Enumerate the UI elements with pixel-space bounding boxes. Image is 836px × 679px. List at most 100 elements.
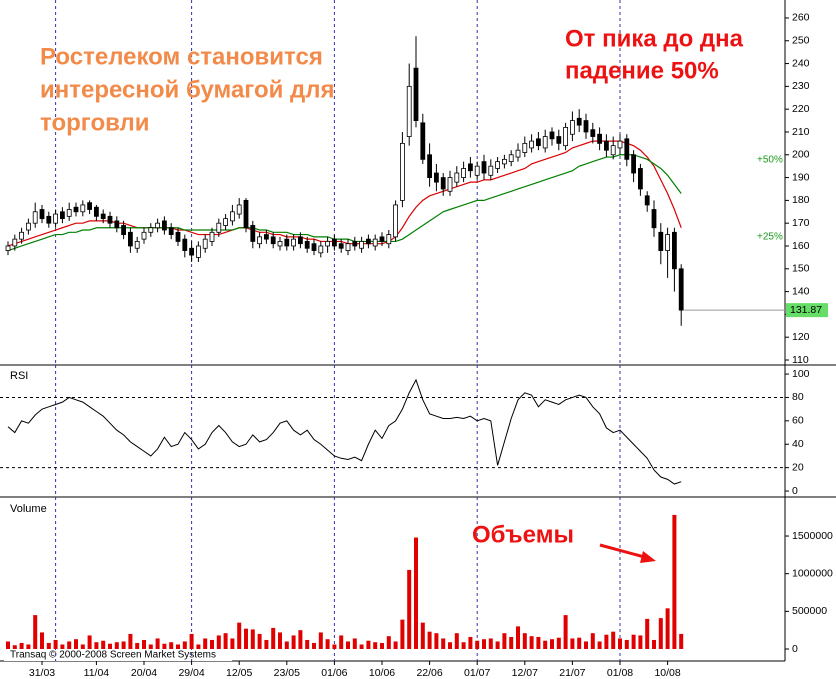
candle-body xyxy=(284,238,290,247)
volume-bar xyxy=(352,638,357,649)
candle-body xyxy=(556,136,562,144)
volume-bar xyxy=(624,639,629,649)
y-tick-label: 110 xyxy=(792,354,809,366)
volume-bar xyxy=(461,642,466,649)
candle-body xyxy=(597,133,602,144)
volume-bar xyxy=(6,641,10,649)
candle-body xyxy=(195,245,201,258)
volume-bar xyxy=(556,637,561,649)
candle-body xyxy=(433,172,439,183)
candle-body xyxy=(236,204,242,215)
candle-body xyxy=(338,243,344,249)
candle-body xyxy=(610,145,616,156)
candle-body xyxy=(168,227,174,235)
candle-body xyxy=(325,241,331,247)
volume-bar xyxy=(366,640,371,649)
volume-bar xyxy=(434,633,439,649)
volume-bar xyxy=(339,635,344,649)
y-tick-label: 100 xyxy=(792,368,810,380)
candle-body xyxy=(488,165,494,176)
candle-body xyxy=(161,220,167,231)
candle-body xyxy=(229,211,235,222)
candle-body xyxy=(297,236,303,245)
volume-bar xyxy=(230,638,235,649)
volume-bar xyxy=(101,640,106,649)
volume-bar xyxy=(563,615,568,649)
candle-body xyxy=(209,231,215,242)
candle-body xyxy=(250,225,256,242)
candle-body xyxy=(427,154,433,178)
candle-body xyxy=(447,177,453,192)
candle-body xyxy=(549,131,555,140)
candle-body xyxy=(127,231,133,247)
volume-bar xyxy=(420,622,425,649)
candle-body xyxy=(638,168,643,190)
volume-bar xyxy=(244,628,248,649)
volume-bar xyxy=(488,638,493,649)
y-tick-label: 0 xyxy=(792,643,798,655)
volume-bar xyxy=(121,641,126,649)
volume-bar xyxy=(176,644,180,649)
rsi-label: RSI xyxy=(10,370,28,382)
volume-bar xyxy=(414,537,418,649)
candle-body xyxy=(536,138,541,147)
candle-body xyxy=(563,127,568,147)
last-price-box xyxy=(786,303,828,318)
volume-bar xyxy=(502,633,507,649)
candle-body xyxy=(440,177,446,190)
candle-body xyxy=(604,140,609,151)
volume-bar xyxy=(468,636,473,649)
y-tick-label: 200 xyxy=(792,149,810,161)
x-tick-label: 22/06 xyxy=(416,667,442,679)
candle-body xyxy=(155,222,161,229)
x-tick-label: 10/08 xyxy=(654,667,680,679)
candle-body xyxy=(542,136,548,149)
y-tick-label: 170 xyxy=(792,217,810,229)
candle-body xyxy=(87,202,92,210)
candle-body xyxy=(291,238,297,247)
x-tick-label: 12/07 xyxy=(512,667,538,679)
candle-body xyxy=(12,238,18,247)
headline: Ростелеком становится xyxy=(40,43,323,70)
y-tick-label: 80 xyxy=(792,391,804,403)
note: От пика до дна xyxy=(565,25,744,52)
volume-bar xyxy=(584,641,588,649)
candle-body xyxy=(223,218,229,226)
y-tick-label: 500000 xyxy=(792,605,827,617)
candle-body xyxy=(5,245,11,251)
volume-bar xyxy=(346,641,350,649)
candle-body xyxy=(386,234,392,245)
candle-body xyxy=(658,231,664,251)
volume-bar xyxy=(522,633,527,649)
volume-bar xyxy=(427,631,432,649)
headline: интересной бумагой для xyxy=(40,76,335,103)
candle-body xyxy=(508,154,514,163)
y-tick-label: 120 xyxy=(792,331,810,343)
x-tick-label: 01/06 xyxy=(321,667,347,679)
volume-bar xyxy=(169,642,174,649)
y-tick-label: 60 xyxy=(792,415,804,427)
candle-body xyxy=(39,209,45,220)
volume-bar xyxy=(393,641,398,649)
volume-bar xyxy=(80,644,85,649)
candle-body xyxy=(474,165,480,176)
x-tick-label: 10/06 xyxy=(369,667,395,679)
footer: Transaq © 2000-2008 Screen Market System… xyxy=(10,650,216,661)
candle-body xyxy=(570,120,575,135)
headline: торговли xyxy=(40,109,150,136)
volume-annotation: Объемы xyxy=(472,521,574,548)
volume-bar xyxy=(210,639,214,649)
volume-bar xyxy=(495,641,500,649)
level-label: +25% xyxy=(757,232,783,243)
volume-bar xyxy=(645,618,650,649)
candle-body xyxy=(590,129,596,137)
volume-bar xyxy=(386,636,391,649)
volume-bar xyxy=(550,639,554,649)
y-tick-label: 220 xyxy=(792,103,810,115)
volume-bar xyxy=(142,639,146,649)
candle-body xyxy=(672,231,677,270)
note: падение 50% xyxy=(565,57,719,84)
x-tick-label: 31/03 xyxy=(29,667,55,679)
volume-bar xyxy=(359,644,364,649)
volume-bar xyxy=(271,627,276,649)
